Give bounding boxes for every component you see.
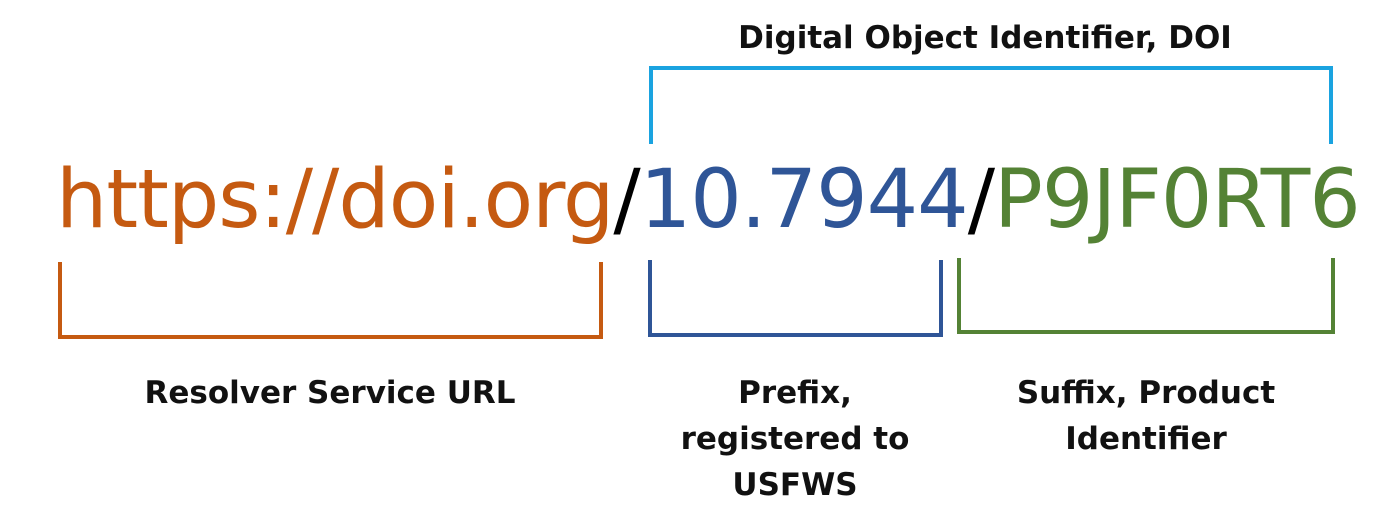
resolver-url-text: https://doi.org: [56, 153, 614, 247]
suffix-label-line-1: Suffix, Product: [1016, 375, 1276, 411]
prefix-label-line-2: registered to: [680, 421, 910, 457]
resolver-label: Resolver Service URL: [60, 370, 600, 416]
resolver-bracket: [58, 262, 603, 339]
prefix-label-line-1: Prefix,: [738, 375, 852, 411]
doi-bracket: [649, 66, 1333, 144]
prefix-label-line-3: USFWS: [732, 467, 858, 503]
suffix-text: P9JF0RT6: [993, 153, 1361, 247]
prefix-text: 10.7944: [639, 153, 969, 247]
resolver-label-line: Resolver Service URL: [144, 375, 516, 411]
separator-slash-2: /: [967, 153, 995, 247]
doi-url: https://doi.org/10.7944/P9JF0RT6: [56, 152, 1361, 248]
prefix-label: Prefix, registered to USFWS: [650, 370, 940, 508]
separator-slash-1: /: [613, 153, 640, 247]
prefix-bracket: [648, 260, 943, 337]
doi-title: Digital Object Identifier, DOI: [738, 20, 1232, 56]
suffix-bracket: [957, 258, 1335, 334]
suffix-label: Suffix, Product Identifier: [960, 370, 1332, 462]
suffix-label-line-2: Identifier: [1065, 421, 1227, 457]
